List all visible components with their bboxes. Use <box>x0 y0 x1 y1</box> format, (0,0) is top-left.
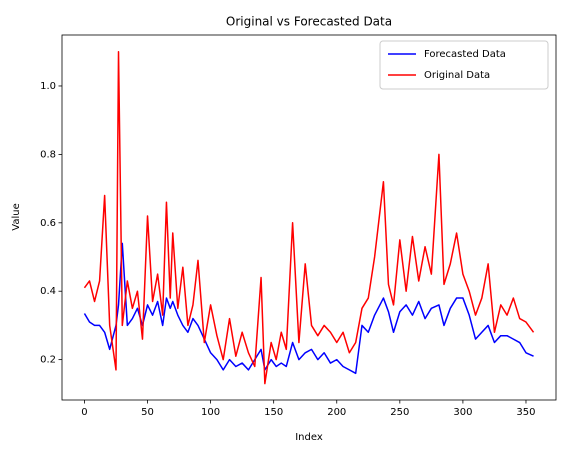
y-tick-label: 1.0 <box>40 81 56 92</box>
series-line <box>83 51 535 385</box>
series-line <box>83 242 534 375</box>
x-tick-label: 200 <box>327 407 346 418</box>
x-tick-label: 300 <box>453 407 472 418</box>
x-axis-label: Index <box>295 432 323 443</box>
legend-label: Original Data <box>424 70 490 81</box>
x-tick-label: 50 <box>141 407 154 418</box>
y-tick-label: 0.8 <box>40 149 56 160</box>
x-tick-label: 350 <box>516 407 535 418</box>
x-tick-label: 0 <box>81 407 87 418</box>
legend-box <box>379 40 549 90</box>
x-tick-label: 150 <box>264 407 283 418</box>
y-tick-label: 0.2 <box>40 355 56 366</box>
y-tick-label: 0.6 <box>40 218 56 229</box>
chart-title: Original vs Forecasted Data <box>226 15 392 29</box>
x-tick-label: 250 <box>390 407 409 418</box>
plot-frame <box>61 34 557 401</box>
y-axis-label: Value <box>11 203 22 230</box>
legend-label: Forecasted Data <box>424 49 506 60</box>
y-tick-label: 0.4 <box>40 286 56 297</box>
x-tick-label: 100 <box>201 407 220 418</box>
